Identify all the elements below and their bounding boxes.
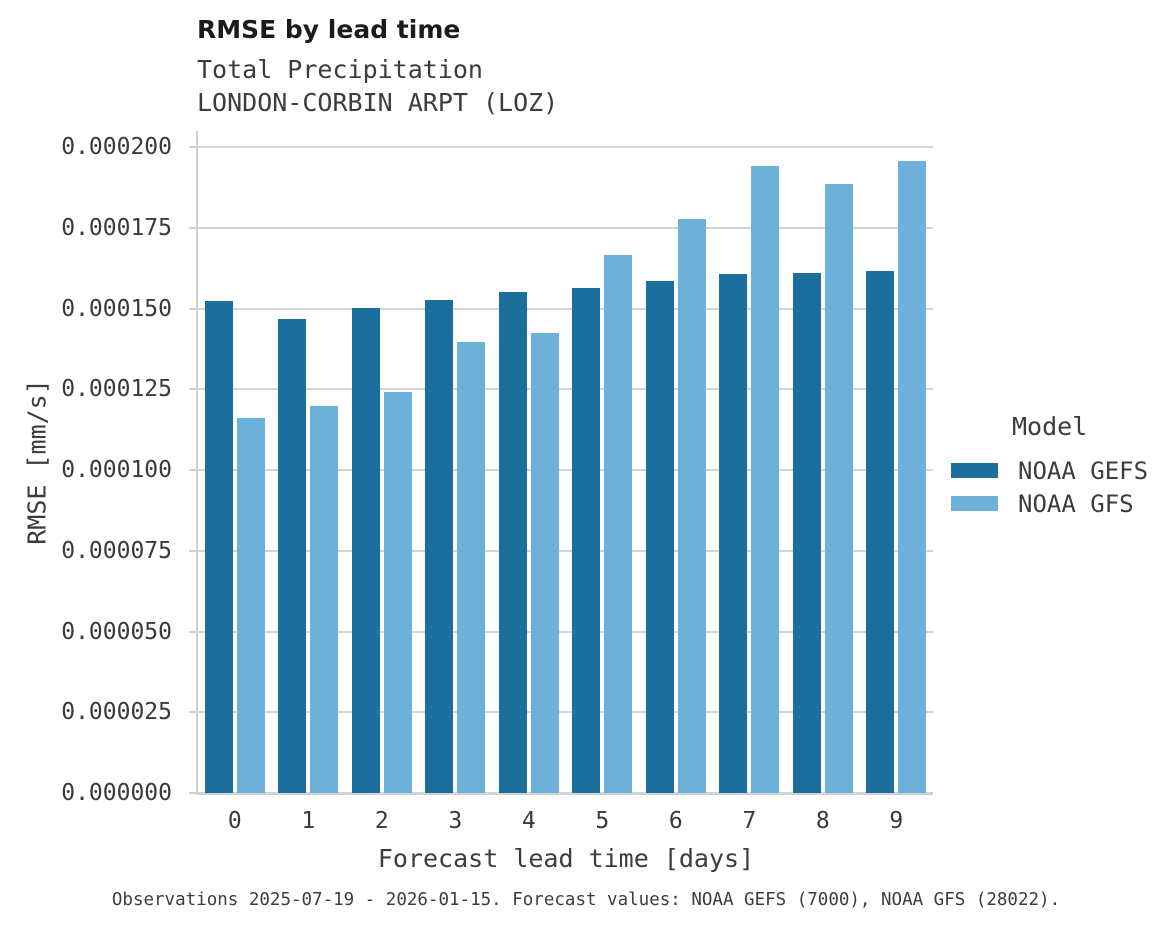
- bar-noaa-gefs-day-2: [351, 307, 380, 793]
- y-tick-mark: [189, 226, 196, 229]
- x-tick-label: 8: [815, 808, 830, 834]
- bar-noaa-gefs-day-6: [645, 280, 674, 793]
- bar-noaa-gefs-day-5: [572, 287, 601, 793]
- bar-noaa-gfs-day-1: [310, 405, 339, 793]
- y-tick-mark: [189, 792, 196, 794]
- x-tick-label: 3: [448, 808, 463, 834]
- legend: Model NOAA GEFS NOAA GFS: [951, 412, 1148, 520]
- legend-swatch-noaa-gefs-icon: [951, 463, 998, 478]
- chart-subtitle-variable: Total Precipitation: [197, 55, 483, 84]
- y-axis-tick-labels: 0.000000 0.000025 0.000050 0.000075 0.000100…: [0, 133, 172, 806]
- legend-swatch-noaa-gfs-icon: [951, 496, 998, 511]
- x-tick-label: 5: [595, 808, 610, 834]
- bar-noaa-gefs-day-9: [866, 270, 895, 793]
- y-tick-label: 0.000025: [61, 699, 172, 726]
- gridline-0.000125: [198, 388, 933, 391]
- gridline-0.000075: [198, 549, 933, 552]
- gridline-0.000050: [198, 630, 933, 633]
- y-tick-label: 0.000200: [61, 134, 172, 161]
- y-tick-mark: [189, 711, 196, 714]
- plot-area: [189, 131, 933, 795]
- y-tick-label: 0.000075: [61, 537, 172, 564]
- y-tick-label: 0.000175: [61, 214, 172, 241]
- bar-noaa-gfs-day-3: [457, 342, 486, 793]
- x-tick-label: 2: [374, 808, 389, 834]
- y-tick-label: 0.000050: [61, 618, 172, 645]
- y-tick-mark: [189, 549, 196, 552]
- bar-noaa-gfs-day-7: [751, 165, 780, 793]
- x-tick-label: 6: [668, 808, 683, 834]
- y-tick-mark: [189, 388, 196, 391]
- chart-subtitle-station: LONDON-CORBIN ARPT (LOZ): [197, 88, 559, 117]
- caption: Observations 2025-07-19 - 2026-01-15. Fo…: [111, 890, 1061, 910]
- legend-item-label: NOAA GFS: [1018, 489, 1134, 518]
- gridline-0.000025: [198, 711, 933, 714]
- x-tick-label: 4: [521, 808, 536, 834]
- legend-title: Model: [1012, 412, 1088, 441]
- gridline-0.000175: [198, 226, 933, 229]
- gridline-0.000200: [198, 146, 933, 149]
- y-tick-label: 0.000125: [61, 376, 172, 403]
- bar-noaa-gefs-day-4: [498, 292, 527, 793]
- gridline-0.000150: [198, 307, 933, 310]
- y-tick-mark: [189, 146, 196, 149]
- y-tick-mark: [189, 469, 196, 472]
- y-tick-label: 0.000100: [61, 457, 172, 484]
- bar-noaa-gfs-day-6: [677, 219, 706, 793]
- bar-noaa-gfs-day-5: [604, 254, 633, 793]
- x-tick-label: 1: [301, 808, 316, 834]
- x-tick-label: 7: [742, 808, 757, 834]
- y-tick-label: 0.000000: [61, 780, 172, 806]
- chart-header: RMSE by lead time Total Precipitation LO…: [197, 13, 558, 119]
- legend-items: NOAA GEFS NOAA GFS: [951, 454, 1148, 520]
- bar-noaa-gfs-day-4: [530, 333, 559, 793]
- gridline-0.000000: [198, 792, 933, 794]
- bar-noaa-gefs-day-7: [719, 274, 748, 793]
- chart-title: RMSE by lead time: [197, 15, 461, 44]
- bar-noaa-gefs-day-1: [278, 318, 307, 793]
- x-axis-tick-labels: 0 1 2 3 4 5 6 7 8 9: [198, 806, 933, 840]
- legend-item-noaa-gefs: NOAA GEFS: [951, 454, 1148, 487]
- y-tick-mark: [189, 307, 196, 310]
- x-axis-label: Forecast lead time [days]: [377, 844, 755, 873]
- bar-noaa-gfs-day-2: [383, 391, 412, 793]
- x-tick-label: 9: [889, 808, 904, 834]
- bar-noaa-gefs-day-8: [792, 273, 821, 793]
- x-tick-label: 0: [227, 808, 242, 834]
- y-tick-mark: [189, 630, 196, 633]
- legend-item-noaa-gfs: NOAA GFS: [951, 487, 1148, 520]
- bar-noaa-gefs-day-0: [204, 301, 233, 793]
- bar-noaa-gfs-day-9: [898, 160, 927, 793]
- bar-noaa-gfs-day-0: [236, 418, 265, 793]
- y-tick-label: 0.000150: [61, 295, 172, 322]
- bar-noaa-gefs-day-3: [425, 299, 454, 793]
- legend-item-label: NOAA GEFS: [1018, 456, 1149, 485]
- bar-noaa-gfs-day-8: [824, 183, 853, 793]
- gridline-0.000100: [198, 469, 933, 472]
